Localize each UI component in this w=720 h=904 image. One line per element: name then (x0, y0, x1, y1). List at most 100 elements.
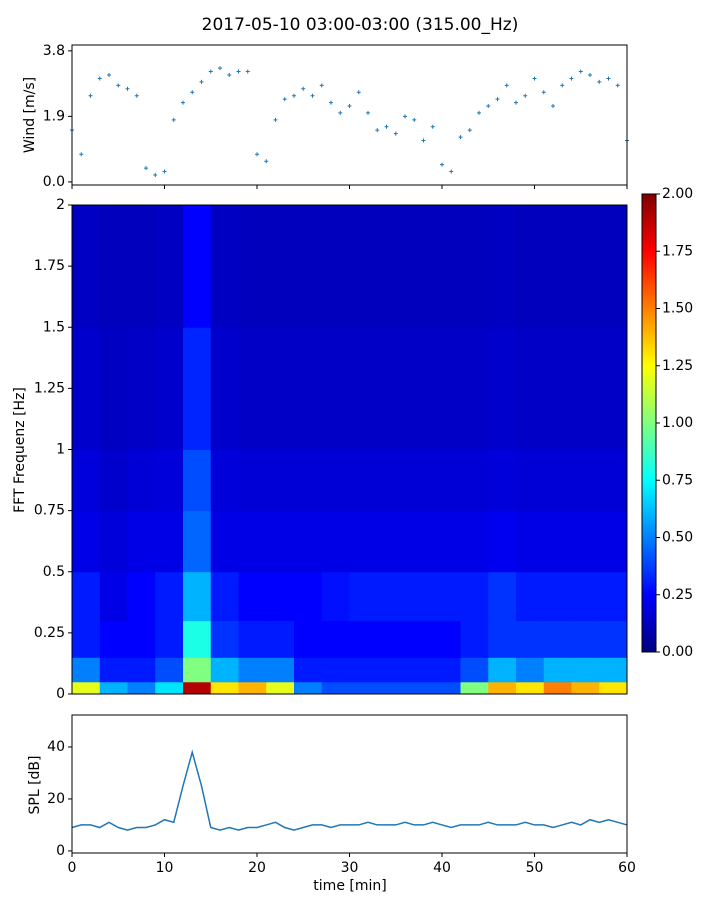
wind-point (134, 93, 139, 98)
heatmap-cell (571, 620, 600, 658)
heatmap-cell (266, 571, 295, 622)
heatmap-cell (377, 657, 406, 683)
wind-point (181, 100, 185, 105)
heatmap-cell (460, 681, 489, 695)
heatmap-cell (72, 205, 101, 328)
heatmap-cell (488, 449, 517, 512)
x-tick-label: 0 (68, 860, 77, 876)
heatmap-cell (599, 657, 628, 683)
heatmap-cell (516, 510, 545, 573)
wind-point (504, 83, 509, 88)
heatmap-cell (127, 681, 156, 695)
wind-point (116, 83, 121, 88)
wind-point (366, 110, 370, 115)
colorbar-tick-label: 0.75 (662, 472, 693, 488)
wind-point (236, 69, 241, 74)
heatmap-cell (488, 620, 517, 658)
heatmap-cell (432, 327, 461, 450)
wind-point (319, 83, 324, 88)
x-tick-label: 60 (618, 860, 636, 876)
colorbar-tick-label: 2.00 (662, 186, 693, 202)
heatmap-cell (432, 657, 461, 683)
heatmap-cell (99, 449, 128, 512)
heatmap-cell (321, 327, 350, 450)
heatmap-cell (488, 657, 517, 683)
heatmap-cell (294, 510, 323, 573)
y-tick-label: 1.75 (34, 258, 65, 274)
wind-point (495, 97, 500, 102)
heatmap-cell (432, 510, 461, 573)
wind-point (615, 83, 620, 88)
heatmap-cell (516, 205, 545, 328)
wind-point (264, 159, 269, 164)
wind-point (347, 104, 352, 109)
wind-point (292, 93, 296, 98)
wind-point (597, 79, 602, 84)
y-tick-label: 0.0 (43, 174, 65, 190)
heatmap-cell (571, 681, 600, 695)
heatmap-cell (599, 620, 628, 658)
heatmap-cell (72, 327, 101, 450)
heatmap-cell (210, 657, 239, 683)
heatmap-cell (210, 681, 239, 695)
heatmap-cell (460, 327, 489, 450)
heatmap-cell (516, 449, 545, 512)
x-tick-label: 50 (526, 860, 544, 876)
wind-point (125, 86, 130, 91)
heatmap-cell (266, 657, 295, 683)
heatmap-cell (127, 620, 156, 658)
heatmap-cell (405, 681, 434, 695)
heatmap-cell (321, 657, 350, 683)
wind-point (412, 117, 417, 122)
wind-point (440, 162, 444, 167)
heatmap-cell (72, 571, 101, 622)
heatmap-cell (266, 449, 295, 512)
wind-point (467, 128, 472, 133)
heatmap-cell (321, 449, 350, 512)
wind-point (282, 97, 287, 102)
wind-point (403, 114, 407, 119)
heatmap-cell (210, 571, 239, 622)
heatmap-cell (183, 657, 212, 683)
heatmap-cell (543, 205, 572, 328)
wind-point (338, 110, 343, 115)
wind-point (523, 93, 528, 98)
wind-point (97, 76, 102, 81)
heatmap-cell (571, 449, 600, 512)
heatmap-cell (127, 205, 156, 328)
heatmap-cell (377, 571, 406, 622)
heatmap-cell (405, 205, 434, 328)
heatmap-cell (571, 327, 600, 450)
heatmap-cell (266, 205, 295, 328)
heatmap-cell (488, 681, 517, 695)
heatmap-cell (321, 571, 350, 622)
heatmap-cell (183, 510, 212, 573)
heatmap-cell (460, 620, 489, 658)
wind-point (107, 73, 111, 77)
heatmap-cell (210, 449, 239, 512)
heatmap-cell (432, 205, 461, 328)
heatmap-cell (543, 571, 572, 622)
x-tick-label: 10 (156, 860, 174, 876)
colorbar-tick-label: 0.25 (662, 587, 693, 603)
heatmap-cell (516, 620, 545, 658)
wind-point (375, 128, 380, 133)
heatmap-cell (266, 620, 295, 658)
wind-point (578, 69, 583, 74)
plot-frame (71, 44, 628, 186)
wind-point (421, 138, 426, 143)
y-tick-label: 20 (47, 791, 65, 807)
plot-frame (71, 714, 628, 854)
y-tick-label: 40 (47, 739, 65, 755)
y-axis-label: FFT Frequenz [Hz] (12, 387, 28, 513)
heatmap-cell (349, 510, 378, 573)
heatmap-cell (349, 205, 378, 328)
heatmap-cell (238, 449, 267, 512)
heatmap-cell (238, 205, 267, 328)
x-axis-label: time [min] (313, 878, 386, 894)
y-tick-label: 1.9 (43, 108, 65, 124)
spl-line (71, 749, 628, 831)
heatmap-cell (266, 681, 295, 695)
wind-point (393, 131, 398, 136)
